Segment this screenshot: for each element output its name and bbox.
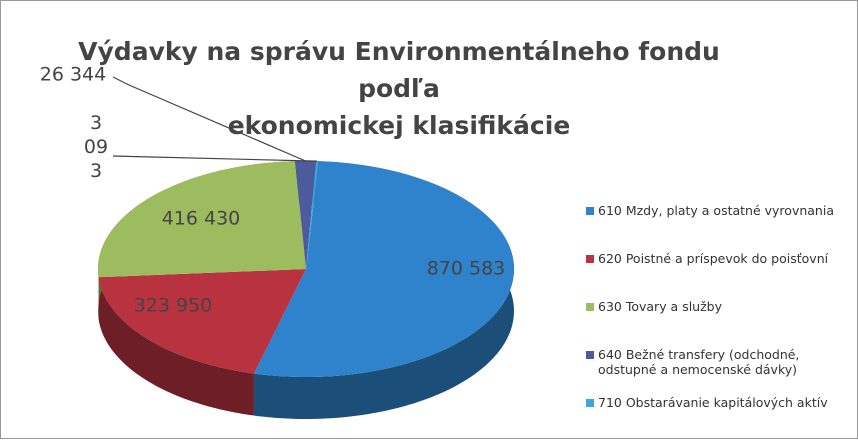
legend-label: 620 Poistné a príspevok do poisťovní	[598, 251, 829, 266]
legend-item: 710 Obstarávanie kapitálových aktív	[586, 395, 856, 443]
leader-line	[112, 76, 306, 162]
legend-swatch	[586, 399, 594, 407]
chart-title: podľa	[358, 74, 440, 103]
legend-swatch	[586, 255, 594, 263]
chart-title: Výdavky na správu Environmentálneho fond…	[78, 37, 720, 66]
leader-line	[112, 155, 318, 162]
data-label: 323 950	[134, 295, 213, 317]
legend: 610 Mzdy, platy a ostatné vyrovnania 620 …	[586, 203, 856, 443]
legend-item: 610 Mzdy, platy a ostatné vyrovnania	[586, 203, 856, 251]
legend-item: 620 Poistné a príspevok do poisťovní	[586, 251, 856, 299]
legend-item: 640 Bežné transfery (odchodné, odstupné …	[586, 347, 856, 395]
slice	[295, 161, 317, 269]
data-label: 3 093	[83, 112, 109, 182]
slice	[98, 269, 306, 374]
slice	[253, 161, 514, 377]
legend-label: 640 Bežné transfery (odchodné, odstupné …	[598, 347, 800, 377]
data-label: 26 344	[40, 64, 106, 86]
chart-title: ekonomickej klasifikácie	[228, 111, 571, 140]
legend-swatch	[586, 207, 594, 215]
slice	[98, 161, 306, 278]
legend-swatch	[586, 351, 594, 359]
slice	[306, 161, 319, 269]
legend-item: 630 Tovary a služby	[586, 299, 856, 347]
data-label: 416 430	[162, 208, 241, 230]
slice-side	[98, 277, 254, 416]
legend-label: 710 Obstarávanie kapitálových aktív	[598, 395, 828, 410]
data-label: 870 583	[427, 258, 506, 280]
legend-label: 630 Tovary a služby	[598, 299, 722, 314]
legend-label: 610 Mzdy, platy a ostatné vyrovnania	[598, 203, 834, 218]
legend-swatch	[586, 303, 594, 311]
